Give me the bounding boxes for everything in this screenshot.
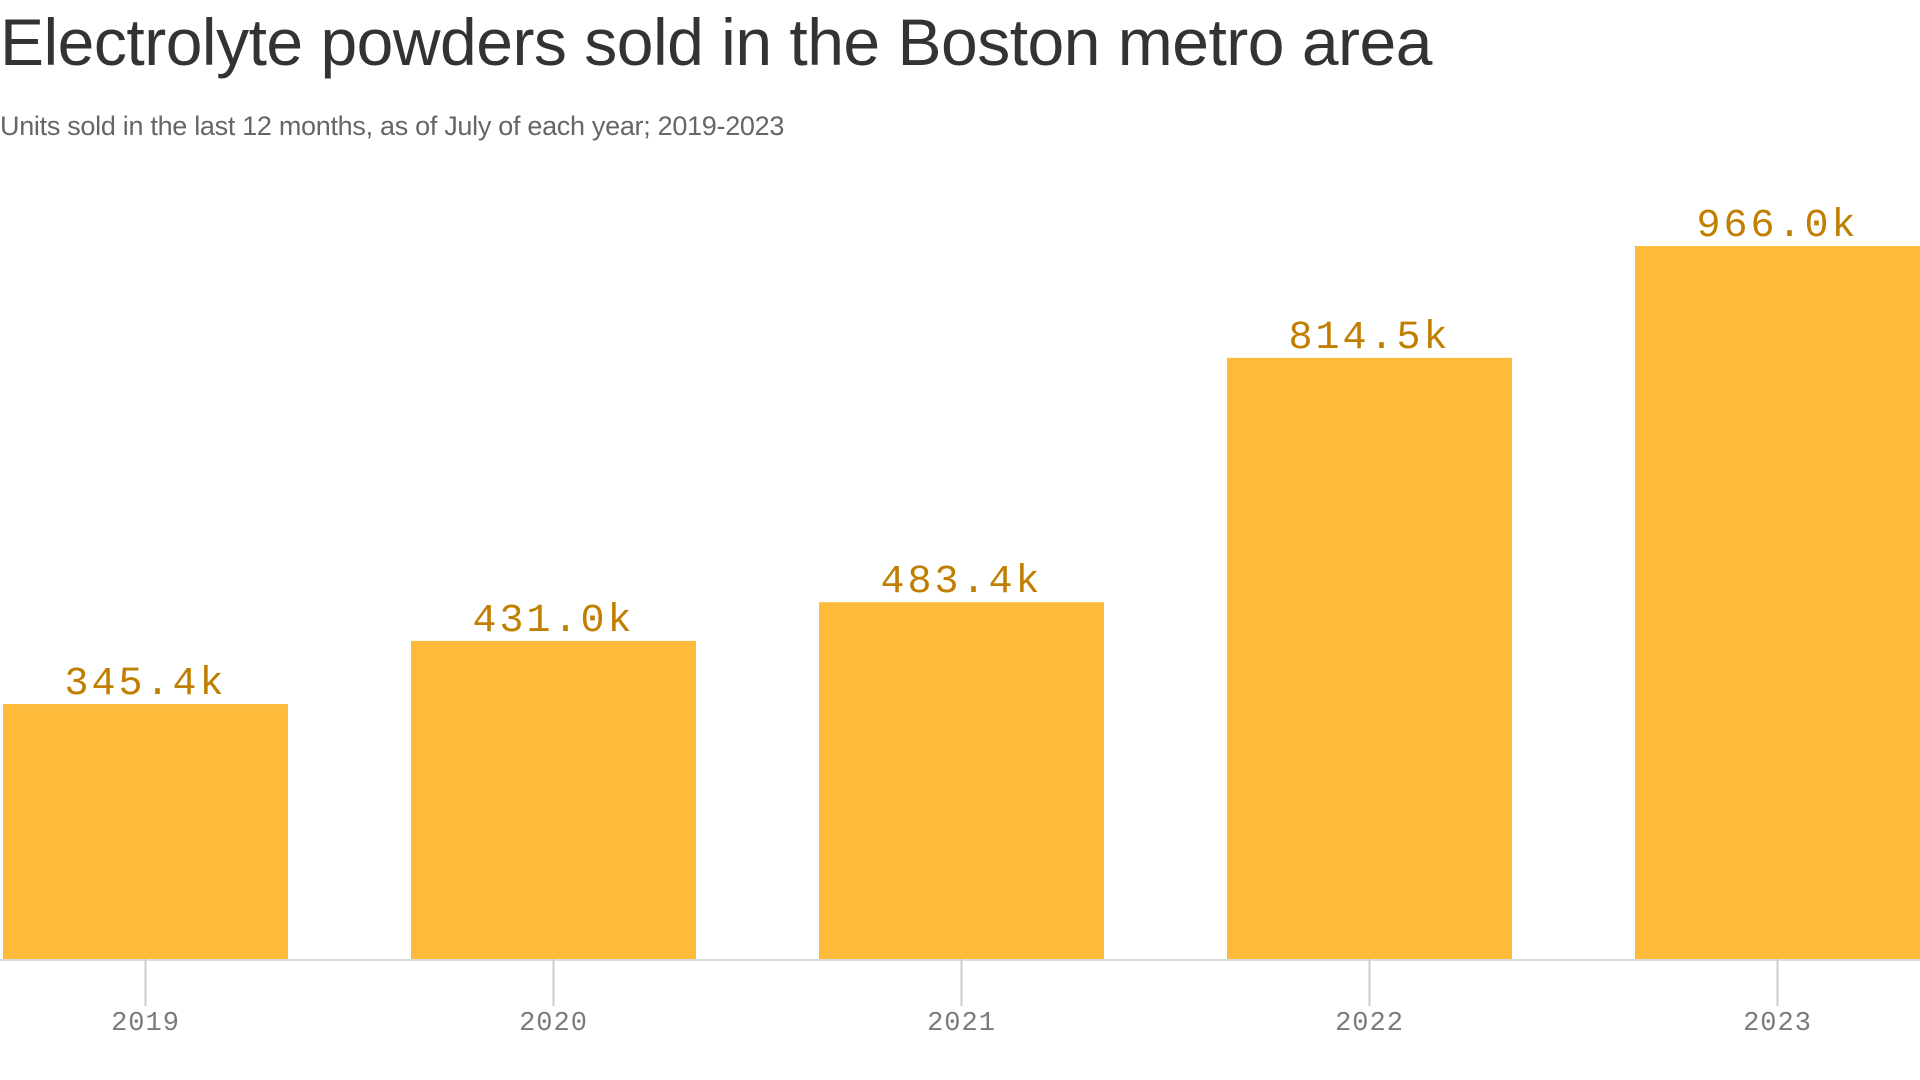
bar-labels-group: 345.4k 431.0k 483.4k 814.5k 966.0k — [64, 204, 1858, 707]
x-tick-labels-group: 2019 2020 2021 2022 2023 — [111, 1009, 1812, 1039]
bar-2022 — [1227, 357, 1512, 960]
x-tick-label-2023: 2023 — [1743, 1009, 1812, 1039]
bar-2020 — [411, 640, 696, 959]
bar-value-label-2022: 814.5k — [1288, 316, 1450, 361]
bar-2023 — [1635, 246, 1920, 959]
bar-value-label-2020: 431.0k — [472, 599, 634, 644]
bar-value-label-2021: 483.4k — [880, 560, 1042, 605]
x-tick-label-2021: 2021 — [927, 1009, 996, 1039]
bar-2021 — [819, 602, 1104, 959]
x-tick-label-2020: 2020 — [519, 1009, 588, 1039]
x-tick-label-2019: 2019 — [111, 1009, 180, 1039]
chart-title: Electrolyte powders sold in the Boston m… — [0, 5, 1432, 79]
chart-subtitle: Units sold in the last 12 months, as of … — [0, 111, 785, 141]
bar-value-label-2023: 966.0k — [1696, 204, 1858, 249]
x-ticks-group — [144, 959, 1779, 1006]
bar-value-label-2019: 345.4k — [64, 662, 226, 707]
bar-2019 — [3, 704, 288, 959]
x-tick-label-2022: 2022 — [1335, 1009, 1404, 1039]
bars-group — [3, 246, 1920, 960]
